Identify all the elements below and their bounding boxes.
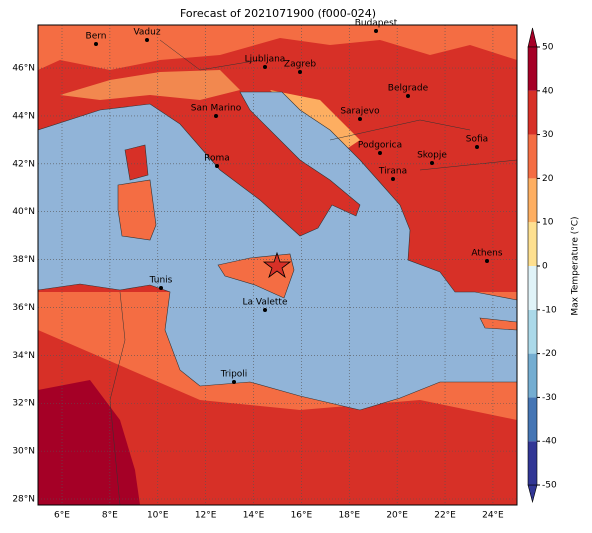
colorbar-tick-label: 30 [542, 130, 554, 140]
y-tick-label: 40°N [12, 207, 35, 217]
x-tick-label: 16°E [291, 511, 313, 521]
colorbar-segment [528, 90, 537, 135]
city-label: Skopje [417, 151, 447, 161]
colorbar-tick-label: 50 [542, 43, 554, 53]
city-label: Budapest [355, 19, 398, 29]
city-marker [475, 145, 479, 149]
x-tick-label: 8°E [102, 511, 118, 521]
city-marker [378, 151, 382, 155]
colorbar-tick-label: -20 [542, 349, 557, 359]
y-tick-label: 44°N [12, 111, 35, 121]
y-tick-label: 36°N [12, 303, 35, 313]
map-frame [37, 24, 518, 506]
city-label: Tripoli [220, 370, 248, 380]
map [38, 25, 517, 505]
city-label: Tirana [378, 167, 407, 177]
city-marker [94, 42, 98, 46]
colorbar-tick-label: 10 [542, 218, 554, 228]
x-tick-label: 20°E [386, 511, 408, 521]
city-marker [374, 29, 378, 33]
city-label: San Marino [191, 104, 242, 114]
x-tick-label: 14°E [243, 511, 265, 521]
city-label: Ljubljana [245, 55, 286, 65]
colorbar-segment [528, 222, 537, 266]
x-tick-label: 6°E [54, 511, 70, 521]
city-label: Sofia [466, 135, 488, 145]
city-marker [232, 380, 236, 384]
city-label: Bern [86, 32, 107, 42]
city-label: Athens [471, 249, 502, 259]
city-marker [358, 117, 362, 121]
colorbar-label: Max Temperature (°C) [571, 216, 581, 315]
colorbar-segment [528, 178, 537, 223]
city-marker [159, 286, 163, 290]
title: Forecast of 2021071900 (f000-024) [180, 7, 376, 20]
city-label: Vaduz [133, 28, 160, 38]
city-label: Zagreb [284, 60, 316, 70]
city-label: Sarajevo [340, 107, 380, 117]
colorbar-segment [528, 47, 537, 91]
colorbar-tick-label: -30 [542, 393, 557, 403]
city-label: Belgrade [388, 84, 429, 94]
city-label: Tunis [149, 276, 173, 286]
colorbar-segment [528, 266, 537, 310]
city-label: La Valette [243, 298, 288, 308]
city-marker [406, 94, 410, 98]
colorbar-segment [528, 353, 537, 398]
colorbar-tick-label: -10 [542, 305, 557, 315]
colorbar-segment [528, 134, 537, 179]
colorbar-extend [527, 27, 538, 48]
y-tick-label: 46°N [12, 64, 35, 74]
city-marker [263, 308, 267, 312]
city-marker [485, 259, 489, 263]
y-tick-label: 32°N [12, 399, 35, 409]
city-marker [215, 164, 219, 168]
city-marker [214, 114, 218, 118]
colorbar-segment [528, 441, 537, 485]
x-tick-label: 22°E [434, 511, 456, 521]
colorbar-tick-label: 20 [542, 174, 554, 184]
colorbar-segment [528, 397, 537, 442]
x-tick-label: 12°E [195, 511, 217, 521]
x-tick-label: 24°E [482, 511, 504, 521]
x-tick-label: 18°E [338, 511, 360, 521]
city-label: Roma [204, 154, 230, 164]
colorbar-tick-label: 40 [542, 86, 554, 96]
x-tick-label: 10°E [147, 511, 169, 521]
city-marker [263, 65, 267, 69]
city-marker [391, 177, 395, 181]
y-tick-label: 42°N [12, 159, 35, 169]
city-label: Podgorica [358, 141, 402, 151]
y-tick-label: 28°N [12, 495, 35, 505]
colorbar-tick-label: -50 [542, 481, 557, 491]
colorbar-tick-label: 0 [542, 262, 548, 272]
colorbar-segment [528, 309, 537, 354]
y-tick-label: 34°N [12, 351, 35, 361]
city-marker [298, 70, 302, 74]
city-marker [145, 38, 149, 42]
y-tick-label: 38°N [12, 255, 35, 265]
y-tick-label: 30°N [12, 447, 35, 457]
colorbar-tick-label: -40 [542, 437, 557, 447]
colorbar-extend [527, 484, 538, 504]
city-marker [430, 161, 434, 165]
